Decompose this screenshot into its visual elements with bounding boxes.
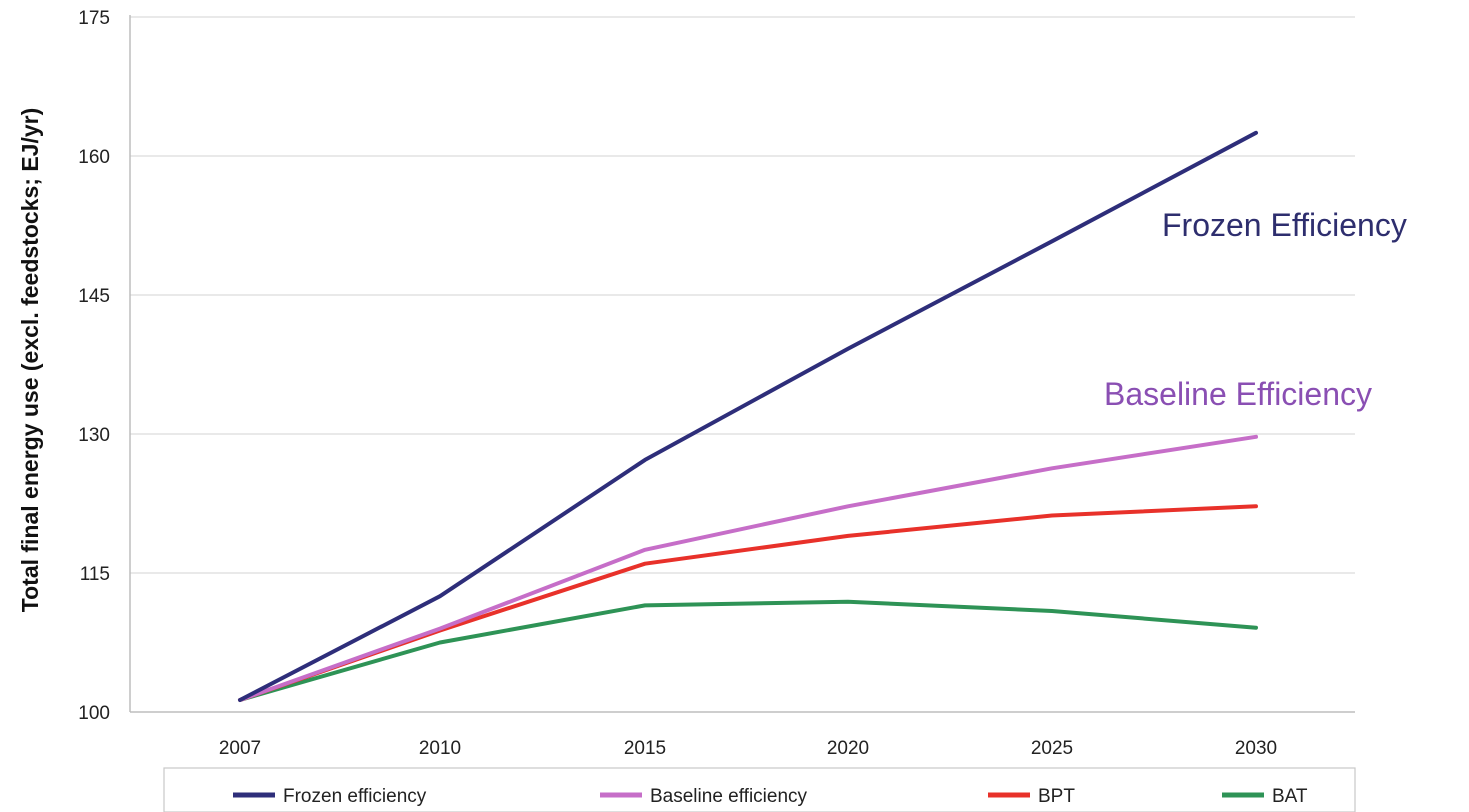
y-tick-label: 145 (78, 286, 110, 307)
x-tick-label: 2030 (1235, 738, 1277, 759)
annotation-baseline-efficiency: Baseline Efficiency (1104, 376, 1372, 412)
x-tick-label: 2010 (419, 738, 461, 759)
y-tick-label: 130 (78, 425, 110, 446)
x-tick-label: 2020 (827, 738, 869, 759)
legend-box (163, 767, 1356, 812)
y-tick-label: 115 (80, 564, 110, 585)
series-line-frozen-efficiency (238, 130, 1258, 702)
gridlines (130, 16, 1355, 574)
legend-entry-label: Frozen efficiency (283, 786, 427, 807)
annotation-frozen-efficiency: Frozen Efficiency (1162, 207, 1407, 243)
y-tick-label: 175 (78, 8, 110, 29)
x-tick-label: 2025 (1031, 738, 1073, 759)
y-tick-label: 160 (78, 147, 110, 168)
legend-entry-label: Baseline efficiency (650, 786, 808, 807)
series-line-baseline-efficiency (238, 434, 1258, 702)
legend: Frozen efficiency Baseline efficiency BPT B… (163, 767, 1356, 812)
y-tick-label: 100 (78, 703, 110, 724)
y-axis-label: Total final energy use (excl. feedstocks… (17, 108, 43, 612)
y-tick-labels: 100 115 130 145 160 175 (78, 8, 110, 724)
series-line-bat (238, 599, 1258, 702)
series-lines (238, 130, 1258, 702)
legend-entry-label: BPT (1038, 786, 1075, 807)
x-tick-label: 2007 (219, 738, 261, 759)
x-tick-label: 2015 (624, 738, 666, 759)
axes (129, 15, 1355, 713)
legend-entry-label: BAT (1272, 786, 1308, 807)
annotations: Frozen Efficiency Baseline Efficiency (1104, 207, 1407, 412)
x-tick-labels: 2007 2010 2015 2020 2025 2030 (219, 738, 1277, 759)
